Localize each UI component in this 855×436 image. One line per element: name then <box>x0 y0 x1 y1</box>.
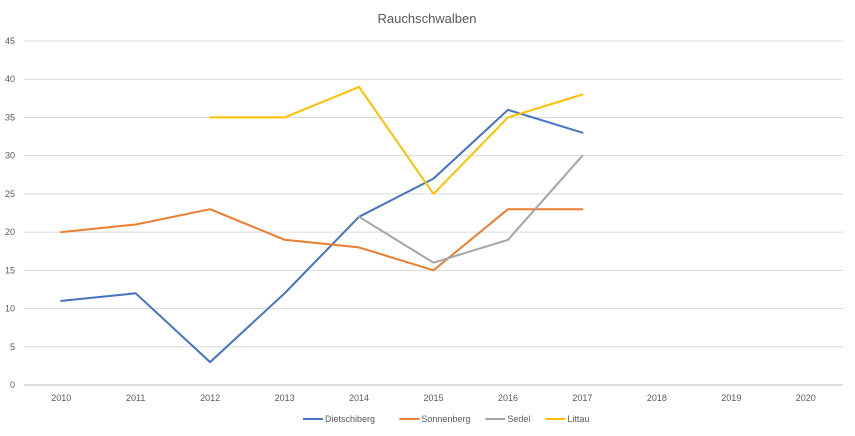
x-tick-label: 2010 <box>51 393 71 403</box>
legend-label-sedel: Sedel <box>507 414 530 424</box>
series-line-dietschiberg <box>60 108 584 364</box>
legend: Dietschiberg Sonnenberg Sedel Littau <box>303 414 589 424</box>
x-tick-label: 2013 <box>275 393 295 403</box>
y-tick-label: 30 <box>5 151 15 161</box>
x-tick-label: 2018 <box>647 393 667 403</box>
series-line-sonnenberg <box>60 208 584 272</box>
x-tick-label: 2012 <box>200 393 220 403</box>
chart-title: Rauchschwalben <box>377 11 476 26</box>
y-axis-ticks: 0 5 10 15 20 25 30 35 40 45 <box>5 36 15 390</box>
gridlines <box>24 40 843 386</box>
x-tick-label: 2015 <box>423 393 443 403</box>
series-line-sedel <box>358 154 584 264</box>
legend-label-sonnenberg: Sonnenberg <box>421 414 470 424</box>
x-axis-ticks: 2010 2011 2012 2013 2014 2015 2016 2017 2018 2019… <box>51 393 816 403</box>
y-tick-label: 10 <box>5 304 15 314</box>
x-tick-label: 2011 <box>126 393 145 403</box>
y-tick-label: 45 <box>5 36 15 46</box>
y-tick-label: 0 <box>10 380 15 390</box>
x-tick-label: 2019 <box>721 393 741 403</box>
series-line-littau <box>209 85 584 195</box>
y-tick-label: 15 <box>5 265 15 275</box>
x-tick-label: 2020 <box>796 393 816 403</box>
y-tick-label: 5 <box>10 342 15 352</box>
series-lines <box>60 85 584 364</box>
legend-label-littau: Littau <box>567 414 589 424</box>
y-tick-label: 20 <box>5 227 15 237</box>
x-tick-label: 2017 <box>572 393 592 403</box>
y-tick-label: 40 <box>5 74 15 84</box>
y-tick-label: 35 <box>5 112 15 122</box>
legend-label-dietschiberg: Dietschiberg <box>325 414 375 424</box>
x-tick-label: 2014 <box>349 393 369 403</box>
y-tick-label: 25 <box>5 189 15 199</box>
x-tick-label: 2016 <box>498 393 518 403</box>
